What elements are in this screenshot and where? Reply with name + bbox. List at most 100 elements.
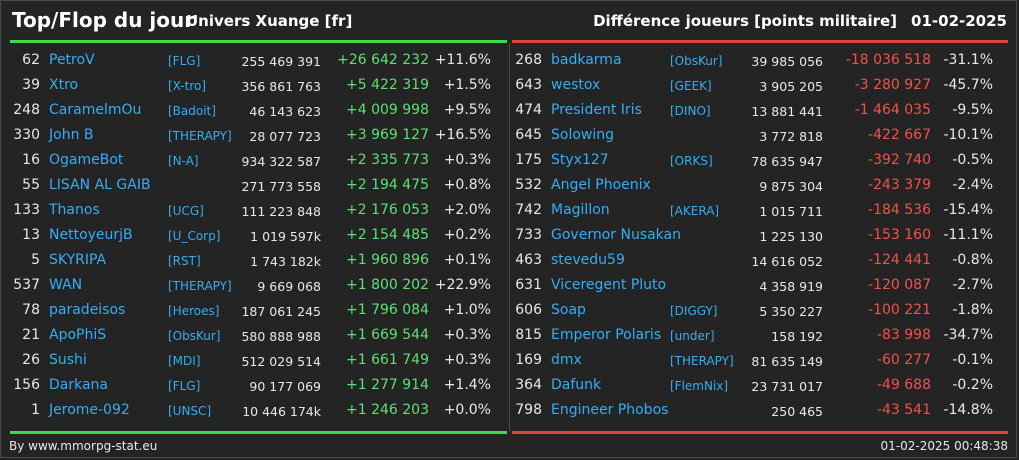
player-name-link[interactable]: Angel Phoenix xyxy=(551,177,651,193)
player-name-link[interactable]: Emperor Polaris xyxy=(551,327,662,343)
alliance-tag-link[interactable]: [N-A] xyxy=(168,154,199,168)
player-name-link[interactable]: Dafunk xyxy=(551,377,602,393)
alliance-tag-link[interactable]: [DINO] xyxy=(670,104,711,118)
player-rank: 532 xyxy=(515,177,542,193)
points-difference: -49 688 xyxy=(876,377,931,393)
player-rank: 175 xyxy=(515,152,542,168)
player-name-link[interactable]: paradeisos xyxy=(49,302,126,318)
points-difference: -1 464 035 xyxy=(854,102,931,118)
alliance-tag-link[interactable]: [X-tro] xyxy=(168,79,207,93)
percent-change: +16.5% xyxy=(434,127,491,143)
player-row: 643 westox [GEEK] 3 905 205 -3 280 927 -45.7% xyxy=(504,73,1001,98)
alliance-tag-link[interactable]: [THERAPY] xyxy=(168,279,232,293)
player-name-link[interactable]: Solowing xyxy=(551,127,615,143)
percent-change: +0.3% xyxy=(443,152,491,168)
alliance-tag-link[interactable]: [FLG] xyxy=(168,54,201,68)
player-points: 255 469 391 xyxy=(241,54,321,69)
player-rank: 133 xyxy=(13,202,40,218)
player-rank: 62 xyxy=(22,52,40,68)
player-name-link[interactable]: OgameBot xyxy=(49,152,124,168)
player-name-link[interactable]: stevedu59 xyxy=(551,252,625,268)
alliance-tag-link[interactable]: [GEEK] xyxy=(670,79,712,93)
player-row: 364 Dafunk [FlemNix] 23 731 017 -49 688 -0.2% xyxy=(504,373,1001,398)
alliance-tag-link[interactable]: [UCG] xyxy=(168,204,204,218)
alliance-tag-link[interactable]: [THERAPY] xyxy=(670,354,734,368)
points-difference: +1 960 896 xyxy=(346,252,429,268)
player-name-link[interactable]: Governor Nusakan xyxy=(551,227,681,243)
player-points: 512 029 514 xyxy=(241,354,321,369)
player-points: 580 888 988 xyxy=(241,329,321,344)
player-rank: 78 xyxy=(22,302,40,318)
player-row: 742 Magillon [AKERA] 1 015 711 -184 536 -15.4… xyxy=(504,198,1001,223)
player-name-link[interactable]: Sushi xyxy=(49,352,87,368)
player-name-link[interactable]: ApoPhiS xyxy=(49,327,107,343)
alliance-tag-link[interactable]: [RST] xyxy=(168,254,201,268)
player-name-link[interactable]: Darkana xyxy=(49,377,109,393)
alliance-tag-link[interactable]: [THERAPY] xyxy=(168,129,232,143)
player-name-link[interactable]: NettoyeurjB xyxy=(49,227,133,243)
player-name-link[interactable]: LISAN AL GAIB xyxy=(49,177,151,193)
player-name-link[interactable]: westox xyxy=(551,77,601,93)
player-row: 169 dmx [THERAPY] 81 635 149 -60 277 -0.1% xyxy=(504,348,1001,373)
player-row: 474 President Iris [DINO] 13 881 441 -1 464 … xyxy=(504,98,1001,123)
percent-change: -11.1% xyxy=(943,227,993,243)
player-name-link[interactable]: Xtro xyxy=(49,77,79,93)
alliance-tag-link[interactable]: [UNSC] xyxy=(168,404,212,418)
percent-change: -2.4% xyxy=(952,177,993,193)
player-points: 4 358 919 xyxy=(759,279,823,294)
alliance-tag-link[interactable]: [AKERA] xyxy=(670,204,720,218)
percent-change: +0.8% xyxy=(443,177,491,193)
percent-change: +0.3% xyxy=(443,352,491,368)
player-name-link[interactable]: John B xyxy=(49,127,94,143)
player-name-link[interactable]: SKYRIPA xyxy=(49,252,107,268)
alliance-tag-link[interactable]: [Badoit] xyxy=(168,104,216,118)
player-points: 3 772 818 xyxy=(759,129,823,144)
player-rank: 733 xyxy=(515,227,542,243)
player-rank: 39 xyxy=(22,77,40,93)
alliance-tag-link[interactable]: [DIGGY] xyxy=(670,304,718,318)
points-difference: -124 441 xyxy=(868,252,931,268)
player-points: 10 446 174k xyxy=(242,404,321,419)
alliance-tag-link[interactable]: [FLG] xyxy=(168,379,201,393)
player-points: 78 635 947 xyxy=(751,154,823,169)
player-points: 14 616 052 xyxy=(751,254,823,269)
player-points: 28 077 723 xyxy=(249,129,321,144)
alliance-tag-link[interactable]: [Heroes] xyxy=(168,304,220,318)
alliance-tag-link[interactable]: [ObsKur] xyxy=(168,329,221,343)
player-rank: 1 xyxy=(31,402,40,418)
points-difference: -100 221 xyxy=(868,302,931,318)
player-name-link[interactable]: Jerome-092 xyxy=(49,402,130,418)
player-name-link[interactable]: WAN xyxy=(49,277,83,293)
player-row: 1 Jerome-092 [UNSC] 10 446 174k +1 246 203 +0… xyxy=(2,398,499,423)
player-name-link[interactable]: Magillon xyxy=(551,202,610,218)
source-footer: By www.mmorpg-stat.eu xyxy=(9,439,158,453)
player-name-link[interactable]: Thanos xyxy=(49,202,100,218)
player-name-link[interactable]: Engineer Phobos xyxy=(551,402,669,418)
player-name-link[interactable]: PetroV xyxy=(49,52,95,68)
player-rank: 742 xyxy=(515,202,542,218)
player-name-link[interactable]: dmx xyxy=(551,352,582,368)
alliance-tag-link[interactable]: [MDI] xyxy=(168,354,201,368)
player-name-link[interactable]: Viceregent Pluto xyxy=(551,277,667,293)
player-name-link[interactable]: Styx127 xyxy=(551,152,609,168)
player-name-link[interactable]: Soap xyxy=(551,302,586,318)
player-row: 62 PetroV [FLG] 255 469 391 +26 642 232 +11.6… xyxy=(2,48,499,73)
player-row: 268 badkarma [ObsKur] 39 985 056 -18 036 518… xyxy=(504,48,1001,73)
player-rank: 643 xyxy=(515,77,542,93)
player-points: 13 881 441 xyxy=(751,104,823,119)
player-row: 133 Thanos [UCG] 111 223 848 +2 176 053 +2.0% xyxy=(2,198,499,223)
player-points: 46 143 623 xyxy=(249,104,321,119)
alliance-tag-link[interactable]: [FlemNix] xyxy=(670,379,729,393)
alliance-tag-link[interactable]: [U_Corp] xyxy=(168,229,221,243)
right-header: Différence joueurs [points militaire] 01-… xyxy=(593,12,1007,30)
player-points: 187 061 245 xyxy=(241,304,321,319)
points-difference: +1 661 749 xyxy=(346,352,429,368)
percent-change: +11.6% xyxy=(434,52,491,68)
player-name-link[interactable]: badkarma xyxy=(551,52,622,68)
alliance-tag-link[interactable]: [ObsKur] xyxy=(670,54,723,68)
points-difference: +1 277 914 xyxy=(346,377,429,393)
alliance-tag-link[interactable]: [ORKS] xyxy=(670,154,713,168)
player-name-link[interactable]: President Iris xyxy=(551,102,642,118)
player-name-link[interactable]: CaramelmOu xyxy=(49,102,142,118)
alliance-tag-link[interactable]: [under] xyxy=(670,329,715,343)
